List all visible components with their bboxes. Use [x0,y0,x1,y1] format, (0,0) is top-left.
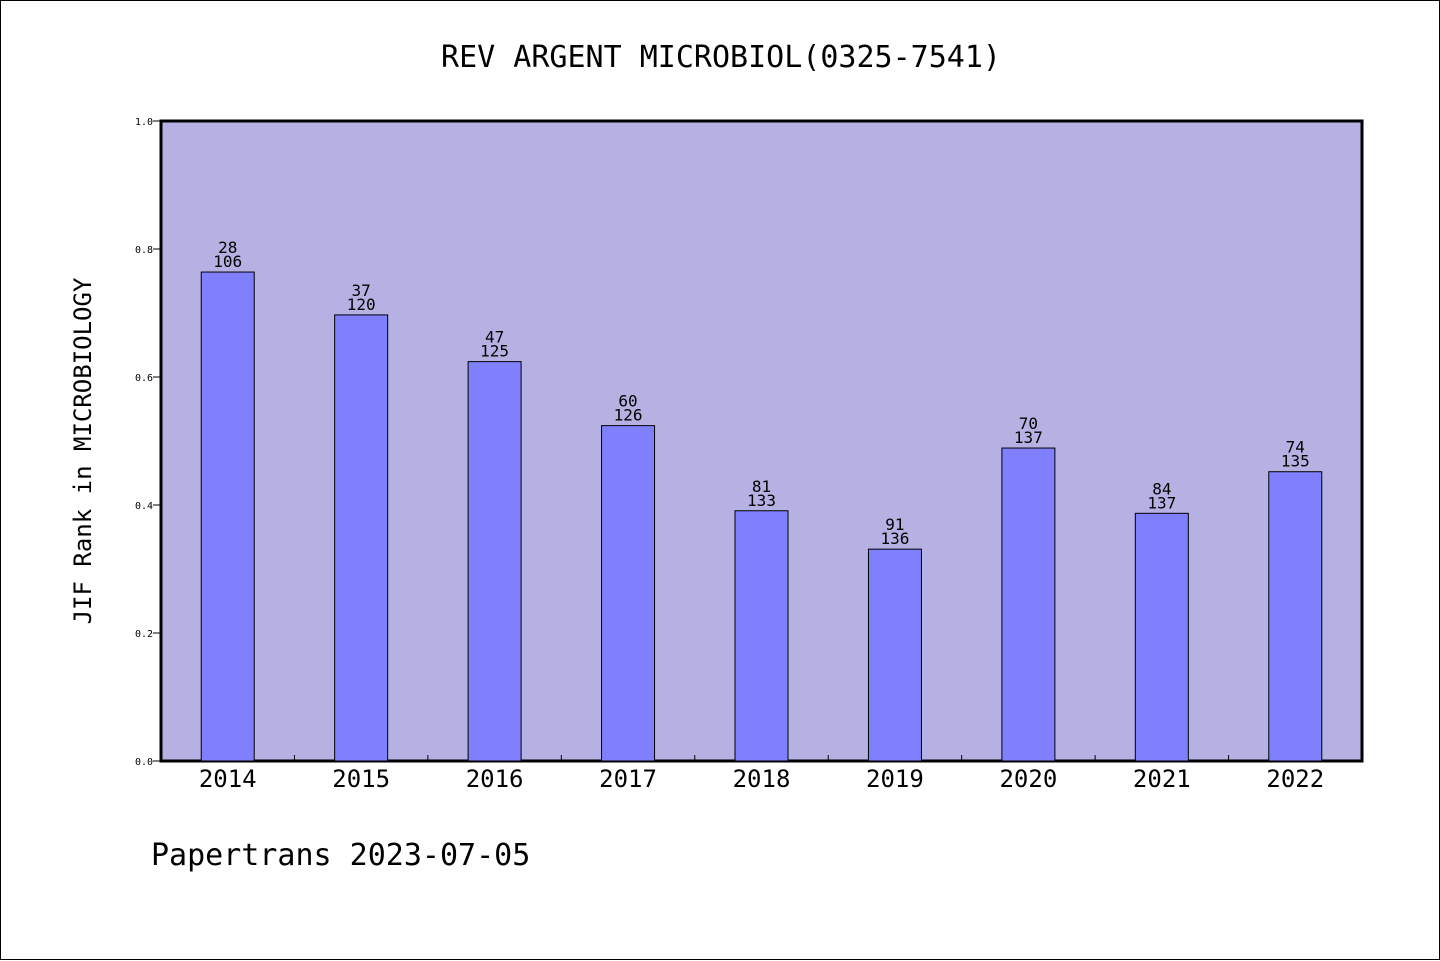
bar-rank-label: 91 [885,515,904,534]
chart-marks: 0.00.20.40.60.81.02810620143712020154712… [135,117,1324,793]
bar-total-label: 106 [213,252,242,271]
x-tick-label: 2022 [1266,765,1324,793]
x-tick-label: 2020 [999,765,1057,793]
x-tick-label: 2018 [733,765,791,793]
bar [734,510,789,762]
bar-rank-label: 74 [1286,438,1305,457]
bar-total-label: 133 [747,491,776,510]
chart-title: REV ARGENT MICROBIOL(0325-7541) [441,40,1001,75]
x-tick-label: 2015 [332,765,390,793]
y-tick-label: 0.0 [135,757,153,768]
bar-total-label: 120 [347,295,376,314]
x-tick-label: 2017 [599,765,657,793]
bar-rank-label: 47 [485,328,504,347]
bar-rank-label: 28 [218,238,237,257]
bar-total-label: 137 [1014,428,1043,447]
bar [1001,447,1056,762]
bar [601,425,656,762]
bar-total-label: 137 [1147,493,1176,512]
x-tick-label: 2019 [866,765,924,793]
x-tick-label: 2021 [1133,765,1191,793]
bar-rank-label: 81 [752,477,771,496]
y-tick-label: 0.2 [135,629,153,640]
bar [334,314,389,762]
bar-total-label: 136 [880,529,909,548]
bar-total-label: 126 [614,406,643,425]
bar-rank-label: 60 [618,392,637,411]
x-tick-label: 2014 [199,765,257,793]
bar [1268,471,1323,762]
bar [200,271,255,762]
bar-rank-label: 70 [1019,414,1038,433]
y-tick-label: 0.6 [135,373,153,384]
bar-total-label: 125 [480,342,509,361]
bar [467,361,522,762]
x-tick-label: 2016 [466,765,524,793]
bar [867,548,922,762]
bar-total-label: 135 [1281,452,1310,471]
footer-credit: Papertrans 2023-07-05 [151,838,530,873]
y-tick-label: 0.8 [135,245,153,256]
bar-rank-label: 84 [1152,479,1171,498]
bar-rank-label: 37 [352,281,371,300]
bar [1134,512,1189,762]
y-tick-label: 0.4 [135,501,153,512]
y-tick-label: 1.0 [135,117,153,128]
y-axis-label: JIF Rank in MICROBIOLOGY [69,277,97,624]
